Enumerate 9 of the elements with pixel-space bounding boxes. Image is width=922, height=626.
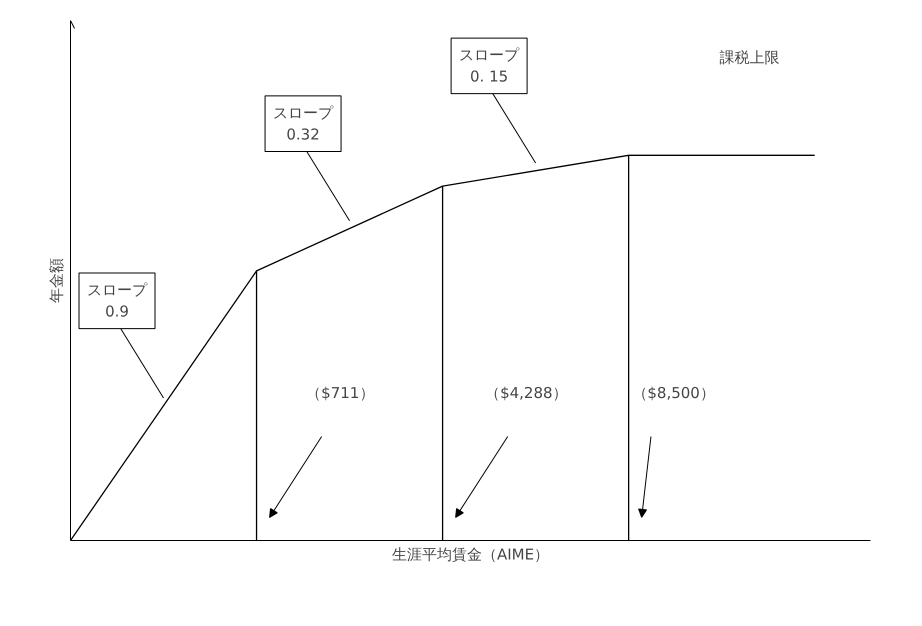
text: スロープ 0. 15 <box>459 46 520 86</box>
y-axis-title: 年金額 <box>48 258 66 303</box>
annotation: スロープ 0.9 <box>87 281 148 321</box>
text: 課税上限 <box>720 48 780 67</box>
annotation: （$8,500） <box>632 384 715 402</box>
annotation: （$4,288） <box>485 384 568 402</box>
x-axis-title: 生涯平均賃金（AIME） <box>392 546 550 564</box>
annotation: （$711） <box>306 384 374 402</box>
text: スロープ 0.32 <box>273 104 334 144</box>
